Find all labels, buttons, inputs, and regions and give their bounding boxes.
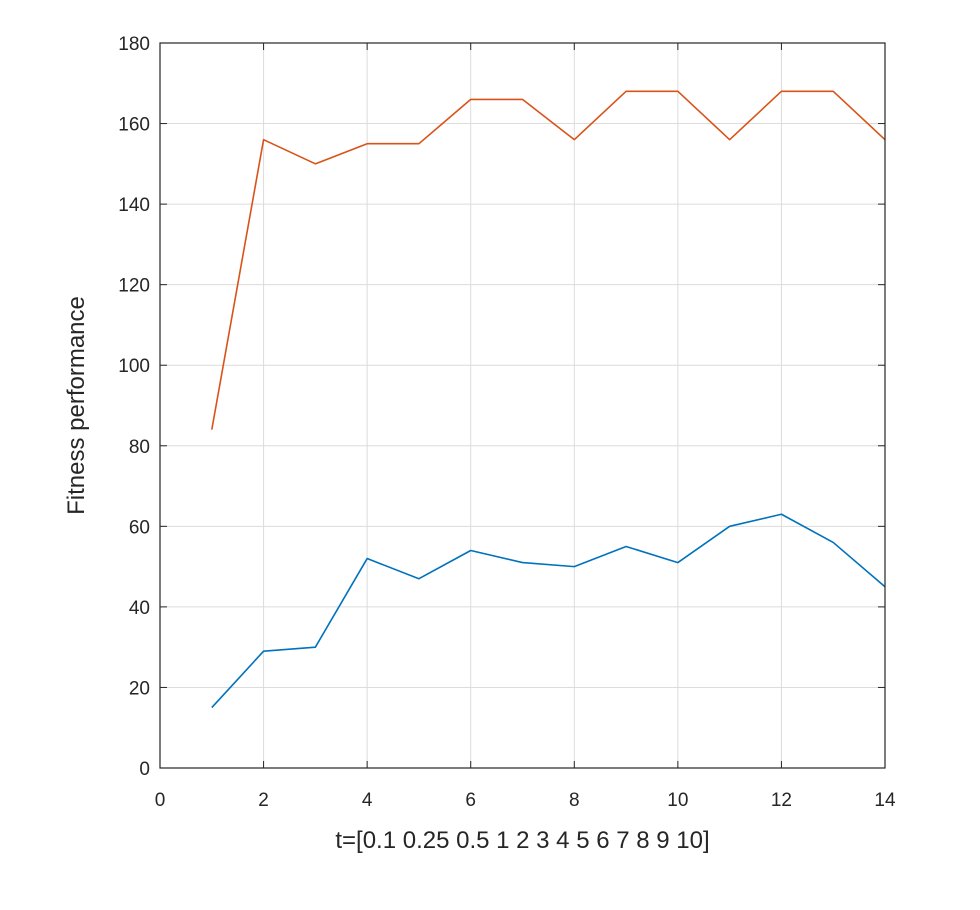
y-tick-label: 40 (129, 598, 150, 619)
y-tick-label: 80 (129, 437, 150, 458)
x-tick-label: 12 (771, 790, 792, 811)
y-axis-ticks: 0 20 40 60 80 100 120 140 160 180 (118, 34, 885, 780)
y-tick-label: 140 (118, 195, 150, 216)
plot-area-frame (159, 42, 886, 769)
y-tick-label: 0 (139, 759, 150, 780)
x-tick-label: 0 (155, 790, 166, 811)
x-axis-ticks: 0 2 4 6 8 10 12 14 (155, 43, 896, 811)
y-tick-label: 100 (118, 356, 150, 377)
y-tick-label: 160 (118, 115, 150, 136)
y-tick-label: 60 (129, 517, 150, 538)
x-tick-label: 6 (465, 790, 476, 811)
x-tick-label: 2 (258, 790, 269, 811)
y-tick-label: 180 (118, 34, 150, 55)
y-axis-label: Fitness performance (63, 296, 90, 515)
x-tick-label: 14 (874, 790, 896, 811)
plot-series (210, 90, 886, 709)
x-tick-label: 4 (362, 790, 373, 811)
x-axis-label: t=[0.1 0.25 0.5 1 2 3 4 5 6 7 8 9 10] (335, 827, 709, 854)
series-line-1 (211, 513, 886, 709)
y-tick-label: 120 (118, 276, 150, 297)
x-tick-label: 8 (569, 790, 580, 811)
y-tick-label: 20 (129, 678, 150, 699)
series-line-2 (210, 90, 886, 430)
grid (159, 42, 886, 769)
x-tick-label: 10 (667, 790, 688, 811)
